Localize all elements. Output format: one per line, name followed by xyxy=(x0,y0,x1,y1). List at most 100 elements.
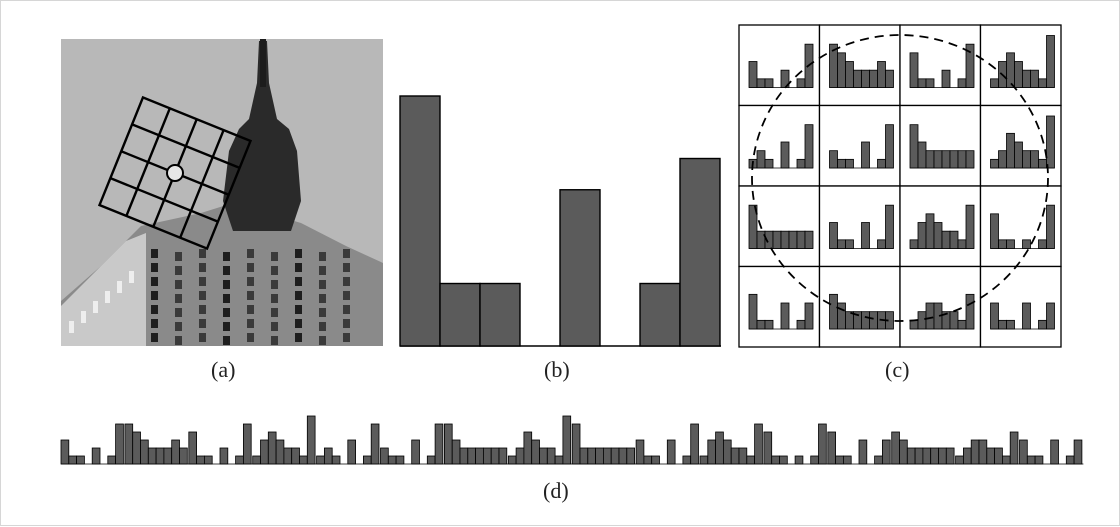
window xyxy=(151,305,158,314)
concatenated-bars xyxy=(60,415,1084,465)
concat-bar xyxy=(1065,455,1075,465)
concat-bar xyxy=(76,455,85,465)
concat-bar xyxy=(945,447,955,465)
mini-histogram-bar xyxy=(885,69,894,88)
mini-histogram-bar xyxy=(909,52,919,88)
concat-bar xyxy=(507,455,517,465)
window xyxy=(271,336,278,345)
mini-histogram-bar xyxy=(756,78,766,88)
concat-bar xyxy=(434,423,444,465)
mini-histogram-bar xyxy=(1006,239,1015,249)
concat-bar xyxy=(666,439,676,465)
mini-histogram-bar xyxy=(837,302,846,330)
concat-bar xyxy=(874,455,883,465)
mini-histogram-bar xyxy=(804,302,814,330)
concat-bar xyxy=(858,439,868,465)
mini-histogram-bar xyxy=(780,230,790,249)
window xyxy=(271,266,278,275)
mini-histogram-bar xyxy=(780,302,790,330)
mini-histogram-bar xyxy=(748,293,758,330)
concat-bar xyxy=(818,423,827,465)
concat-bar xyxy=(835,455,844,465)
mini-histogram-bar xyxy=(748,204,758,249)
window xyxy=(223,294,230,303)
concat-bar xyxy=(595,447,604,465)
concat-bar xyxy=(459,447,469,465)
window xyxy=(247,333,254,342)
concat-bar xyxy=(554,455,564,465)
concat-bar xyxy=(779,455,788,465)
caption-c: (c) xyxy=(885,357,910,382)
mini-histogram-bar xyxy=(837,239,846,249)
concat-bar xyxy=(546,447,556,465)
concat-bar xyxy=(467,447,476,465)
concat-bar xyxy=(523,431,533,465)
concat-bar xyxy=(179,447,188,465)
mini-histogram-bar xyxy=(869,69,878,88)
window xyxy=(247,305,254,314)
mini-histogram-bar xyxy=(804,230,814,249)
mini-histogram-bar xyxy=(957,239,967,249)
concat-bar xyxy=(882,439,891,465)
mini-histogram-bar xyxy=(1038,239,1047,249)
concat-bar xyxy=(930,447,939,465)
keypoint-marker xyxy=(166,164,184,182)
window xyxy=(199,263,206,272)
mini-histogram-bar xyxy=(925,302,935,330)
caption-b: (b) xyxy=(544,357,570,382)
window xyxy=(223,266,230,275)
concat-bar xyxy=(426,455,436,465)
mini-histogram-bar xyxy=(965,204,975,249)
mini-histogram-bar xyxy=(1038,158,1047,169)
mini-histogram-bar xyxy=(756,150,766,169)
mini-histogram-bar xyxy=(990,78,999,88)
mini-histogram-bar xyxy=(909,124,919,169)
mini-histogram-bar xyxy=(998,150,1007,169)
mini-histogram-bar xyxy=(1006,132,1015,169)
concat-bar xyxy=(107,455,117,465)
building-windows xyxy=(69,249,350,345)
concat-bar xyxy=(68,455,78,465)
mini-histogram-bar xyxy=(877,239,886,249)
descriptor-cells xyxy=(738,24,1062,348)
concat-bar xyxy=(579,447,589,465)
window xyxy=(319,322,326,331)
window-light xyxy=(93,301,98,313)
mini-histogram-bar xyxy=(845,239,854,249)
concat-bar xyxy=(291,447,300,465)
mini-histogram-bar xyxy=(829,222,838,249)
concat-bar xyxy=(603,447,612,465)
mini-histogram-bar xyxy=(957,78,967,88)
mini-histogram-bar xyxy=(1014,61,1023,88)
concat-bar xyxy=(91,447,101,465)
window xyxy=(271,252,278,261)
histogram-bars xyxy=(399,95,721,347)
mini-histogram-bar xyxy=(917,141,927,169)
caption-a: (a) xyxy=(211,357,236,382)
window xyxy=(199,249,206,258)
mini-histogram-bar xyxy=(1038,78,1047,88)
window xyxy=(175,336,182,345)
concat-bar xyxy=(906,447,916,465)
mini-histogram-bar xyxy=(1014,141,1023,169)
mini-histogram-bar xyxy=(1006,52,1015,88)
mini-histogram-bar xyxy=(764,158,774,169)
concat-bar xyxy=(754,423,763,465)
mini-histogram-bar xyxy=(764,319,774,330)
mini-histogram-bar xyxy=(965,43,975,88)
mini-histogram-bar xyxy=(804,124,814,169)
mini-histogram-bar xyxy=(764,78,774,88)
concat-bar xyxy=(922,447,932,465)
concat-bar xyxy=(490,447,500,465)
mini-histogram-bar xyxy=(1046,204,1055,249)
concat-bar xyxy=(260,439,269,465)
mini-histogram-bar xyxy=(917,311,927,330)
mini-histogram-bar xyxy=(1046,35,1055,88)
concat-bar xyxy=(331,455,341,465)
concat-bar xyxy=(994,447,1003,465)
mini-histogram-bar xyxy=(965,150,975,169)
concat-bar xyxy=(283,447,293,465)
concat-bar xyxy=(963,447,972,465)
mini-histogram-bar xyxy=(925,213,935,249)
mini-histogram-bar xyxy=(796,158,806,169)
